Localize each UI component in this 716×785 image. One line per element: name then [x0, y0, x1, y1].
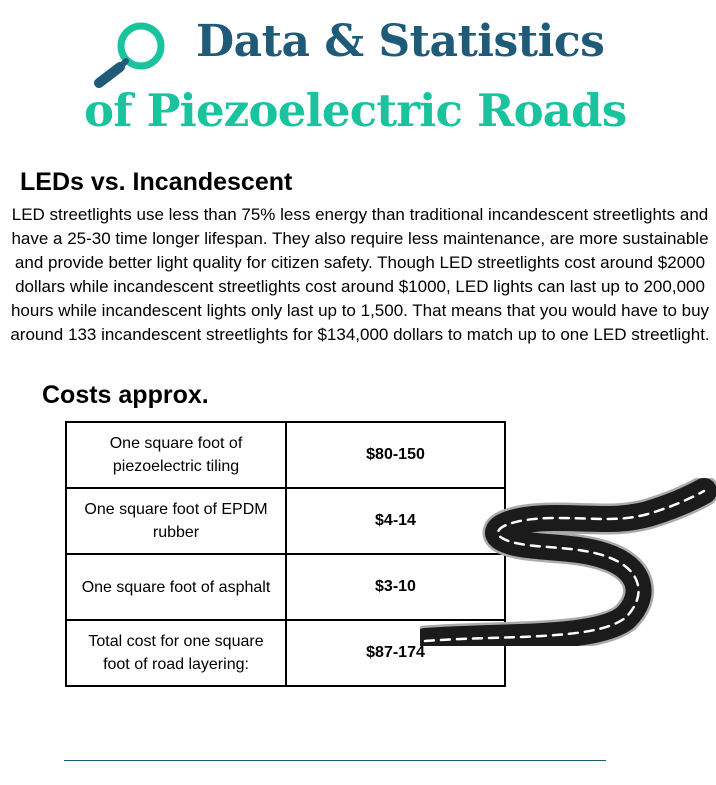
table-row: One square foot of asphalt $3-10 — [65, 553, 506, 621]
cost-item-cell: One square foot of piezoelectric tiling — [65, 421, 287, 489]
cost-item-cell: Total cost for one square foot of road l… — [65, 619, 287, 687]
table-row: One square foot of piezoelectric tiling … — [65, 421, 506, 489]
cost-price-cell: $4-14 — [285, 487, 506, 555]
cost-item-cell: One square foot of asphalt — [65, 553, 287, 621]
cost-item-cell: One square foot of EPDM rubber — [65, 487, 287, 555]
costs-section-heading: Costs approx. — [42, 381, 209, 409]
leds-section-heading: LEDs vs. Incandescent — [20, 168, 293, 196]
winding-road-icon — [420, 478, 716, 646]
table-row: One square foot of EPDM rubber $4-14 — [65, 487, 506, 555]
table-row: Total cost for one square foot of road l… — [65, 619, 506, 687]
cost-table: One square foot of piezoelectric tiling … — [65, 421, 506, 687]
cost-price-cell: $3-10 — [285, 553, 506, 621]
bottom-divider — [64, 760, 606, 761]
page-title-line-1: Data & Statistics — [196, 16, 605, 67]
page-title-line-2: of Piezoelectric Roads — [84, 84, 627, 137]
cost-price-cell: $80-150 — [285, 421, 506, 489]
magnifying-glass-icon — [94, 22, 165, 88]
leds-paragraph: LED streetlights use less than 75% less … — [10, 205, 710, 344]
